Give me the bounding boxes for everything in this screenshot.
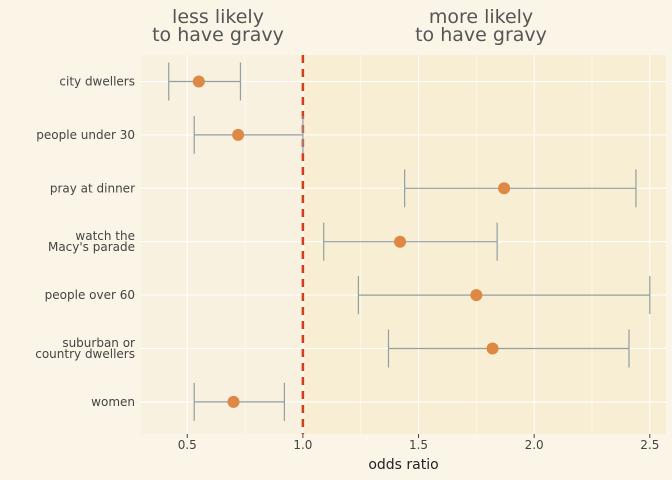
y-axis-label: people under 30 — [36, 128, 135, 142]
estimate-point — [394, 235, 407, 248]
header-more-likely: more likely to have gravy — [381, 6, 581, 46]
x-tick-label: 1.0 — [293, 438, 312, 452]
estimate-point — [192, 75, 205, 88]
y-axis-label: women — [91, 395, 135, 409]
y-axis-labels: city dwellers people under 30 pray at dinn… — [35, 75, 135, 409]
header-more-likely-line1: more likely — [428, 6, 534, 28]
estimate-point — [486, 342, 499, 355]
panel-left-region — [141, 55, 303, 434]
x-tick-label: 1.5 — [409, 438, 428, 452]
estimate-point — [470, 289, 483, 302]
y-axis-label-line: country dwellers — [35, 347, 135, 361]
y-axis-label-line: people under 30 — [36, 128, 135, 142]
x-axis-ticks: 0.5 1.0 1.5 2.0 2.5 — [178, 434, 659, 452]
y-axis-label: watch the Macy's parade — [48, 229, 135, 254]
y-axis-label-line: pray at dinner — [50, 181, 135, 195]
estimate-points — [192, 75, 511, 408]
x-tick-label: 0.5 — [178, 438, 197, 452]
y-axis-label-line: people over 60 — [45, 288, 135, 302]
y-axis-label-line: Macy's parade — [48, 240, 135, 254]
y-axis-label: pray at dinner — [50, 181, 135, 195]
x-tick-label: 2.5 — [640, 438, 659, 452]
estimate-point — [498, 182, 511, 195]
x-axis-title: odds ratio — [368, 457, 438, 473]
header-less-likely: less likely to have gravy — [118, 6, 318, 46]
panel-right-region — [302, 55, 666, 434]
estimate-point — [232, 128, 245, 141]
x-tick-label: 2.0 — [525, 438, 544, 452]
header-more-likely-line2: to have gravy — [415, 24, 547, 46]
header-less-likely-line2: to have gravy — [152, 24, 284, 46]
error-bars — [168, 62, 651, 421]
y-axis-label-line: women — [91, 395, 135, 409]
y-axis-label: suburban or country dwellers — [35, 336, 135, 361]
y-axis-label-line: suburban or — [62, 336, 135, 350]
estimate-point — [227, 395, 240, 408]
y-axis-label-line: city dwellers — [59, 75, 135, 89]
y-axis-label: city dwellers — [59, 75, 135, 89]
y-axis-label-line: watch the — [75, 229, 135, 243]
y-axis-label: people over 60 — [45, 288, 135, 302]
header-less-likely-line1: less likely — [172, 6, 264, 28]
